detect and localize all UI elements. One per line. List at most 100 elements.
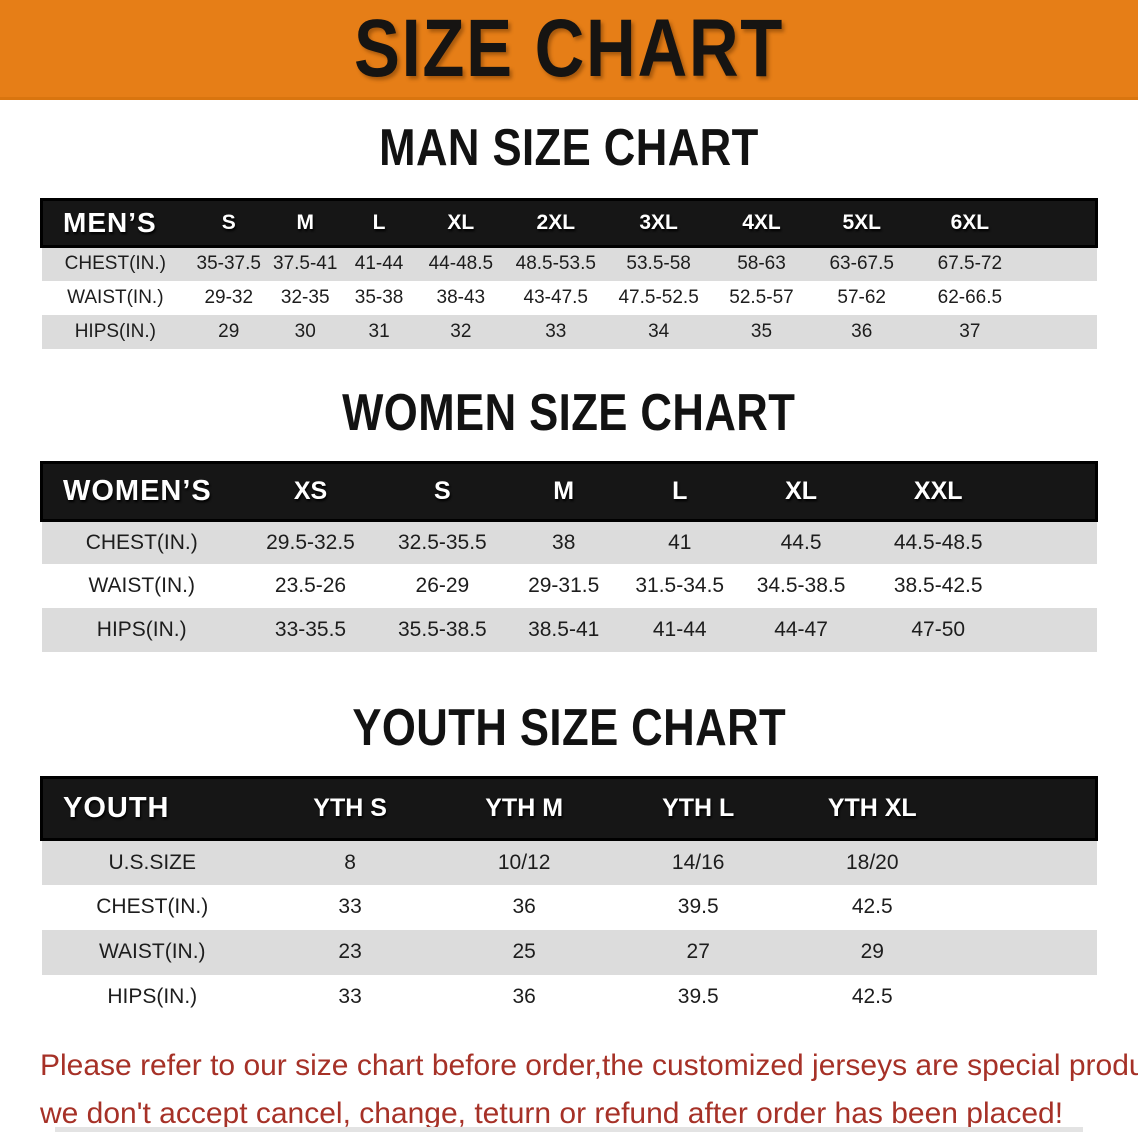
- size-value: 57-62: [811, 280, 912, 315]
- column-header: 5XL: [811, 198, 912, 248]
- column-header: 6XL: [911, 198, 1028, 248]
- size-value: 34: [605, 314, 712, 349]
- women-table-title: WOMEN’S: [39, 460, 242, 522]
- size-value: 44-47: [737, 608, 865, 652]
- size-value: 67.5-72: [911, 246, 1028, 281]
- size-value: 48.5-53.5: [505, 246, 606, 281]
- size-value: 36: [437, 974, 612, 1020]
- row-label: WAIST(IN.): [41, 564, 242, 608]
- size-value: 35: [711, 314, 812, 349]
- women-size-table: WOMEN’S XS S M L XL XXL CHEST(IN.) 29.5-…: [39, 460, 1099, 652]
- page-title: SIZE CHART: [353, 2, 785, 94]
- column-header: XS: [241, 460, 380, 522]
- row-label: CHEST(IN.): [41, 520, 242, 564]
- youth-header-row: YOUTH YTH S YTH M YTH L YTH XL: [40, 776, 1099, 841]
- size-value: 43-47.5: [505, 280, 606, 315]
- row-label: HIPS(IN.): [41, 314, 190, 349]
- column-header: YTH XL: [785, 776, 960, 841]
- column-header: M: [505, 460, 622, 522]
- size-value: 38-43: [416, 280, 506, 315]
- size-value: 32-35: [268, 280, 343, 315]
- column-header: XXL: [864, 460, 1013, 522]
- column-header: XL: [737, 460, 865, 522]
- column-header: 3XL: [605, 198, 712, 248]
- size-value: 36: [811, 314, 912, 349]
- row-label: CHEST(IN.): [41, 246, 190, 281]
- spacer-cell: [959, 974, 1097, 1020]
- size-value: 63-67.5: [811, 246, 912, 281]
- size-value: 38.5-41: [505, 608, 622, 652]
- women-hips-row: HIPS(IN.) 33-35.5 35.5-38.5 38.5-41 41-4…: [41, 608, 1097, 652]
- women-chest-row: CHEST(IN.) 29.5-32.5 32.5-35.5 38 41 44.…: [41, 520, 1097, 564]
- row-label: HIPS(IN.): [41, 974, 264, 1020]
- spacer-cell: [959, 839, 1097, 885]
- column-header: L: [342, 198, 416, 248]
- column-header: 4XL: [711, 198, 812, 248]
- spacer-cell: [1012, 520, 1097, 564]
- spacer-cell: [1027, 280, 1097, 315]
- size-value: 36: [437, 884, 612, 930]
- size-value: 47.5-52.5: [605, 280, 712, 315]
- size-value: 38: [505, 520, 622, 564]
- disclaimer-line-1: Please refer to our size chart before or…: [40, 1048, 1138, 1082]
- size-value: 32: [416, 314, 506, 349]
- spacer-cell: [1012, 608, 1097, 652]
- size-value: 47-50: [864, 608, 1013, 652]
- size-value: 30: [268, 314, 343, 349]
- size-value: 14/16: [611, 839, 786, 885]
- spacer-cell: [959, 929, 1097, 975]
- size-value: 41-44: [621, 608, 738, 652]
- youth-table-title: YOUTH: [40, 776, 264, 841]
- bottom-edge-strip: [55, 1127, 1083, 1132]
- row-label: CHEST(IN.): [41, 884, 264, 930]
- men-section-title: MAN SIZE CHART: [379, 119, 759, 177]
- size-value: 62-66.5: [911, 280, 1028, 315]
- youth-section-title: YOUTH SIZE CHART: [352, 699, 786, 757]
- size-value: 27: [611, 929, 786, 975]
- column-header: 2XL: [505, 198, 606, 248]
- column-header: L: [621, 460, 738, 522]
- size-value: 29-31.5: [505, 564, 622, 608]
- size-value: 39.5: [611, 974, 786, 1020]
- size-value: 25: [437, 929, 612, 975]
- size-value: 33: [505, 314, 606, 349]
- size-value: 23.5-26: [241, 564, 380, 608]
- men-header-row: MEN’S S M L XL 2XL 3XL 4XL 5XL 6XL: [40, 198, 1098, 248]
- size-value: 18/20: [785, 839, 960, 885]
- size-value: 53.5-58: [605, 246, 712, 281]
- row-label: WAIST(IN.): [41, 280, 190, 315]
- size-value: 29: [189, 314, 269, 349]
- size-value: 35-37.5: [189, 246, 269, 281]
- column-header: S: [189, 198, 269, 248]
- column-header: M: [268, 198, 343, 248]
- men-table-title: MEN’S: [40, 198, 190, 248]
- spacer-header: [1012, 460, 1099, 522]
- size-value: 32.5-35.5: [379, 520, 506, 564]
- size-value: 8: [263, 839, 438, 885]
- spacer-cell: [1027, 314, 1097, 349]
- spacer-header: [959, 776, 1099, 841]
- size-value: 31.5-34.5: [621, 564, 738, 608]
- youth-hips-row: HIPS(IN.) 33 36 39.5 42.5: [41, 974, 1097, 1020]
- spacer-cell: [1027, 246, 1097, 281]
- size-value: 10/12: [437, 839, 612, 885]
- youth-chest-row: CHEST(IN.) 33 36 39.5 42.5: [41, 884, 1097, 930]
- spacer-cell: [959, 884, 1097, 930]
- size-value: 44-48.5: [416, 246, 506, 281]
- size-value: 35-38: [342, 280, 416, 315]
- row-label: U.S.SIZE: [41, 839, 264, 885]
- size-value: 33: [263, 974, 438, 1020]
- women-header-row: WOMEN’S XS S M L XL XXL: [39, 460, 1099, 522]
- men-size-table: MEN’S S M L XL 2XL 3XL 4XL 5XL 6XL CHEST…: [40, 198, 1098, 349]
- size-value: 29-32: [189, 280, 269, 315]
- size-value: 52.5-57: [711, 280, 812, 315]
- row-label: WAIST(IN.): [41, 929, 264, 975]
- disclaimer-text: Please refer to our size chart before or…: [40, 1042, 1138, 1138]
- size-value: 37: [911, 314, 1028, 349]
- men-hips-row: HIPS(IN.) 29 30 31 32 33 34 35 36 37: [41, 314, 1097, 349]
- size-value: 41: [621, 520, 738, 564]
- women-waist-row: WAIST(IN.) 23.5-26 26-29 29-31.5 31.5-34…: [41, 564, 1097, 608]
- size-value: 34.5-38.5: [737, 564, 865, 608]
- size-value: 42.5: [785, 884, 960, 930]
